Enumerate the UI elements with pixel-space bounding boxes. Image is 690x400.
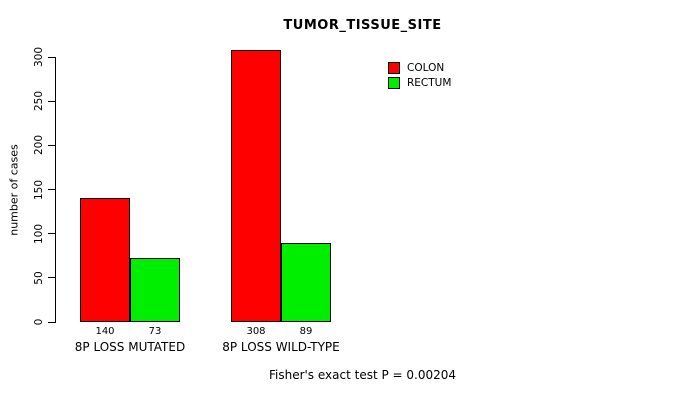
bar-value-label: 89 (299, 326, 313, 337)
legend-item: COLON (388, 62, 451, 74)
bar-colon-0 (80, 198, 130, 322)
bar-value-label: 308 (246, 326, 266, 337)
legend-item: RECTUM (388, 77, 451, 89)
bar-rectum-0 (130, 257, 180, 322)
y-tick-mark (48, 189, 55, 190)
category-label: 8P LOSS MUTATED (74, 340, 186, 354)
bar-colon-1 (231, 49, 281, 322)
legend-label: COLON (407, 62, 445, 74)
bar-value-label: 140 (95, 326, 115, 337)
legend: COLON RECTUM (388, 62, 451, 92)
legend-swatch-rectum (388, 77, 400, 89)
y-tick-label: 250 (33, 91, 45, 112)
y-tick-label: 100 (33, 223, 45, 244)
y-tick-mark (48, 277, 55, 279)
legend-swatch-colon (388, 62, 400, 74)
legend-label: RECTUM (407, 77, 452, 89)
y-axis (55, 57, 56, 323)
y-axis-label: number of cases (7, 144, 21, 236)
caption: Fisher's exact test P = 0.00204 (268, 368, 457, 382)
y-tick-label: 200 (33, 135, 45, 156)
y-tick-label: 150 (33, 179, 45, 200)
y-tick-label: 50 (33, 271, 45, 285)
y-tick-mark (48, 56, 55, 58)
category-label: 8P LOSS WILD-TYPE (222, 340, 340, 354)
y-tick-mark (48, 321, 55, 323)
y-tick-mark (48, 100, 55, 102)
y-tick-mark (48, 144, 55, 146)
bar-value-label: 73 (148, 326, 162, 337)
y-tick-label: 0 (33, 318, 45, 326)
y-tick-mark (48, 233, 55, 235)
y-tick-label: 300 (33, 46, 45, 68)
bar-rectum-1 (281, 243, 331, 322)
chart-title: TUMOR_TISSUE_SITE (283, 18, 442, 33)
